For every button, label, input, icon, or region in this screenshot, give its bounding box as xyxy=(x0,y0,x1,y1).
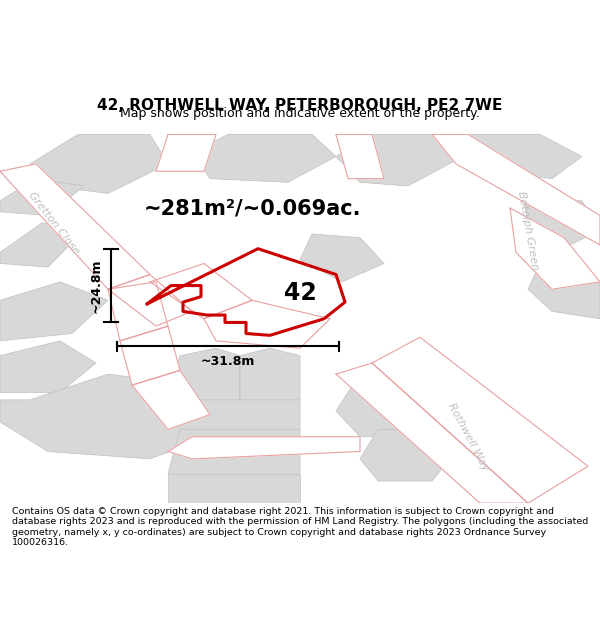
Polygon shape xyxy=(300,234,384,282)
Polygon shape xyxy=(0,223,84,267)
Polygon shape xyxy=(0,282,108,341)
Text: 42, ROTHWELL WAY, PETERBOROUGH, PE2 7WE: 42, ROTHWELL WAY, PETERBOROUGH, PE2 7WE xyxy=(97,98,503,113)
Polygon shape xyxy=(168,348,240,408)
Text: Gretton Close: Gretton Close xyxy=(26,190,82,256)
Polygon shape xyxy=(432,134,600,245)
Polygon shape xyxy=(336,134,456,186)
Polygon shape xyxy=(0,164,150,289)
Polygon shape xyxy=(336,374,456,437)
Polygon shape xyxy=(156,134,216,171)
Text: ~31.8m: ~31.8m xyxy=(201,354,255,367)
Text: Map shows position and indicative extent of the property.: Map shows position and indicative extent… xyxy=(120,107,480,121)
Polygon shape xyxy=(240,348,300,408)
Polygon shape xyxy=(336,363,528,503)
Polygon shape xyxy=(456,134,582,179)
Text: Botolph Green: Botolph Green xyxy=(516,190,540,271)
Polygon shape xyxy=(168,429,300,485)
Polygon shape xyxy=(528,263,600,319)
Text: ~281m²/~0.069ac.: ~281m²/~0.069ac. xyxy=(143,198,361,218)
Polygon shape xyxy=(108,282,168,341)
Polygon shape xyxy=(372,337,588,503)
Polygon shape xyxy=(30,134,168,193)
Text: ~24.8m: ~24.8m xyxy=(89,258,103,312)
Polygon shape xyxy=(120,326,180,385)
Polygon shape xyxy=(522,193,600,245)
Polygon shape xyxy=(0,341,96,392)
Polygon shape xyxy=(510,208,600,289)
Polygon shape xyxy=(108,274,192,326)
Polygon shape xyxy=(180,400,300,444)
Text: 42: 42 xyxy=(284,281,316,305)
Polygon shape xyxy=(150,263,252,319)
Polygon shape xyxy=(168,437,360,459)
Polygon shape xyxy=(204,300,330,348)
Polygon shape xyxy=(0,179,84,216)
Polygon shape xyxy=(0,374,210,459)
Polygon shape xyxy=(336,134,384,179)
Polygon shape xyxy=(132,371,210,429)
Polygon shape xyxy=(192,134,336,182)
Text: Rothwell Way: Rothwell Way xyxy=(446,401,490,472)
Text: Contains OS data © Crown copyright and database right 2021. This information is : Contains OS data © Crown copyright and d… xyxy=(12,507,588,547)
Polygon shape xyxy=(168,474,300,503)
Polygon shape xyxy=(360,429,456,481)
